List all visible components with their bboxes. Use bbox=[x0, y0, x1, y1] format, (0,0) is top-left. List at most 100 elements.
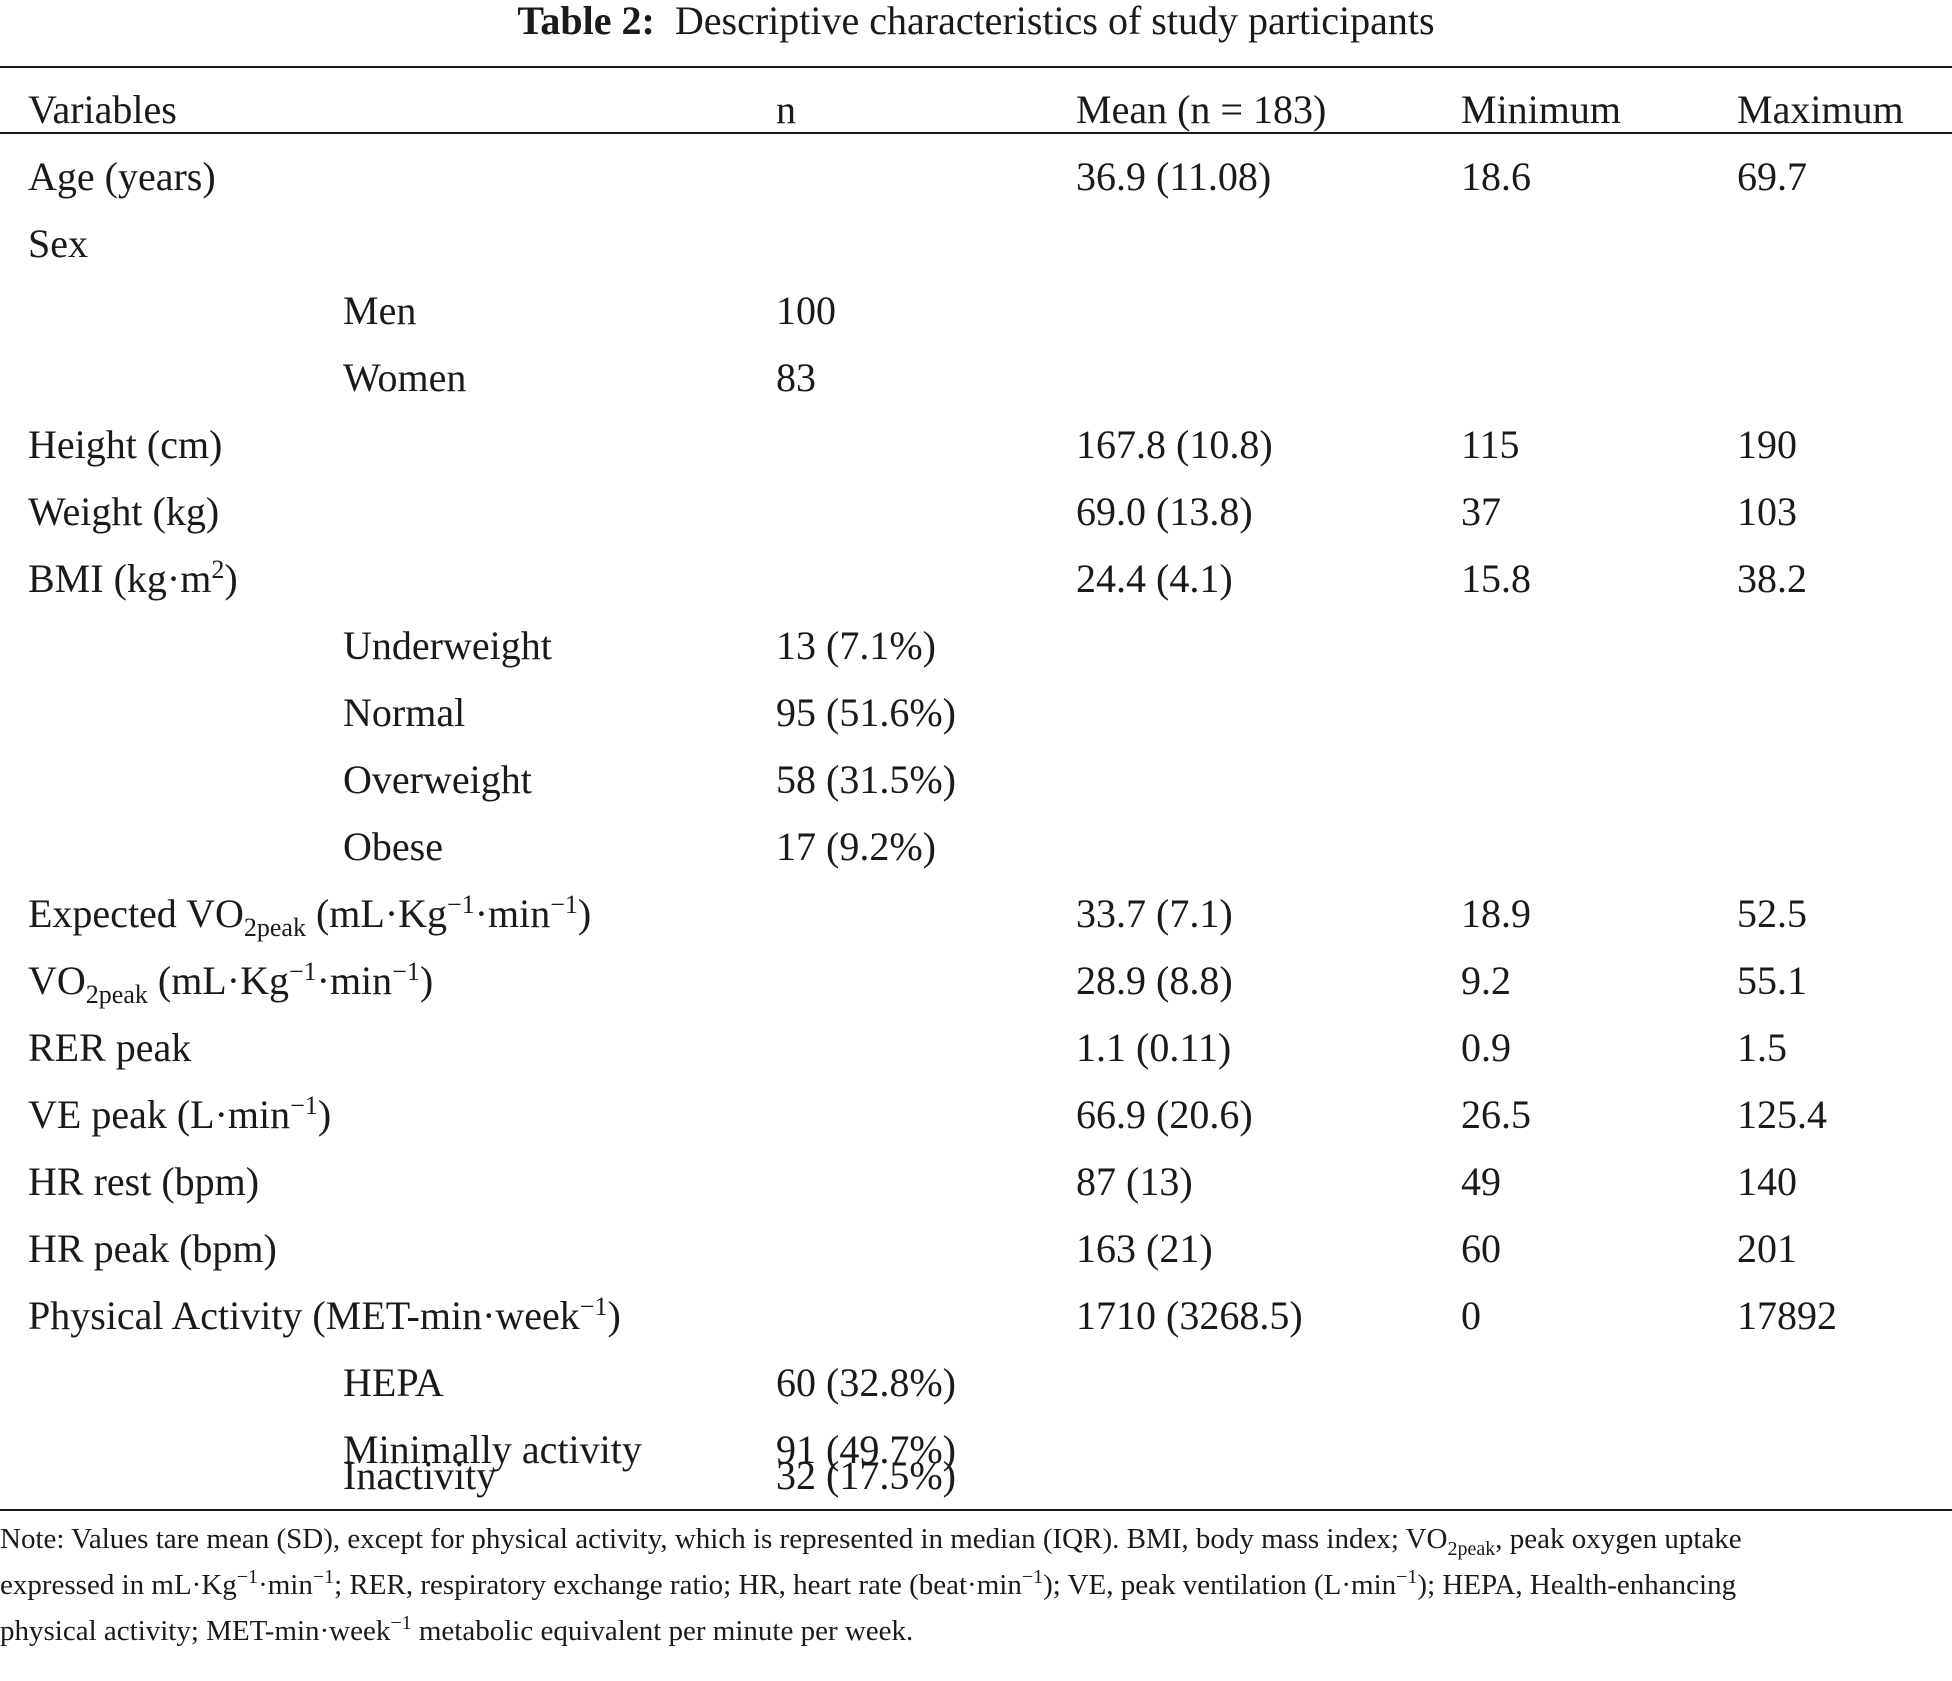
n-value: 83 bbox=[776, 355, 816, 400]
max-value: 38.2 bbox=[1737, 556, 1807, 601]
n-value: 13 (7.1%) bbox=[776, 623, 936, 668]
header-row: Variables n Mean (n = 183) Minimum Maxim… bbox=[0, 76, 1952, 143]
table-row: RER peak 1.1 (0.11) 0.9 1.5 bbox=[0, 1014, 1952, 1081]
n-value: 95 (51.6%) bbox=[776, 690, 956, 735]
vo2-sub: 2peak bbox=[85, 980, 148, 1009]
n-value: 91 (49.7%) bbox=[776, 1427, 956, 1472]
row-label: VO2peak (mL·Kg−1·min−1) bbox=[28, 947, 433, 1014]
ve-label-text: VE peak (L·min bbox=[28, 1092, 291, 1137]
table-row: Age (years) 36.9 (11.08) 18.6 69.7 bbox=[0, 143, 1952, 210]
mean-value: 1710 (3268.5) bbox=[1076, 1293, 1303, 1338]
col-header-mean: Mean (n = 183) bbox=[1076, 87, 1327, 132]
table-row: VO2peak (mL·Kg−1·min−1) 28.9 (8.8) 9.2 5… bbox=[0, 947, 1952, 1014]
ve-label-sup: −1 bbox=[290, 1091, 318, 1120]
max-value: 69.7 bbox=[1737, 154, 1807, 199]
mean-value: 28.9 (8.8) bbox=[1076, 958, 1233, 1003]
expected-vo2-text: Expected VO bbox=[28, 891, 244, 936]
pa-label-text: Physical Activity (MET-min·week bbox=[28, 1293, 580, 1338]
vo2-sup2: −1 bbox=[392, 957, 420, 986]
table-row: Weight (kg) 69.0 (13.8) 37 103 bbox=[0, 478, 1952, 545]
table-row: Physical Activity (MET-min·week−1) 1710 … bbox=[0, 1282, 1952, 1349]
table-row: HEPA 60 (32.8%) bbox=[0, 1349, 1952, 1416]
header-rule bbox=[0, 132, 1952, 134]
max-value: 1.5 bbox=[1737, 1025, 1787, 1070]
max-value: 55.1 bbox=[1737, 958, 1807, 1003]
caption-title: Descriptive characteristics of study par… bbox=[674, 0, 1435, 43]
expected-vo2-end: ) bbox=[577, 891, 592, 936]
row-sublabel: Normal bbox=[343, 690, 466, 735]
max-value: 52.5 bbox=[1737, 891, 1807, 936]
row-label: Sex bbox=[28, 221, 88, 266]
table-row: Women 83 bbox=[0, 344, 1952, 411]
max-value: 125.4 bbox=[1737, 1092, 1827, 1137]
note-sup: −1 bbox=[390, 1612, 412, 1634]
table-row: Height (cm) 167.8 (10.8) 115 190 bbox=[0, 411, 1952, 478]
pa-label-sup: −1 bbox=[579, 1292, 608, 1321]
vo2-unit: (mL·Kg bbox=[147, 958, 289, 1003]
table-row: Minimally activity 91 (49.7%) bbox=[0, 1416, 1952, 1483]
table-note: Note: Values tare mean (SD), except for … bbox=[0, 1516, 1952, 1654]
note-text: ; RER, respiratory exchange ratio; HR, h… bbox=[334, 1569, 1022, 1601]
expected-vo2-sub: 2peak bbox=[243, 913, 306, 942]
row-label: RER peak bbox=[28, 1025, 192, 1070]
row-sublabel: Overweight bbox=[343, 757, 532, 802]
table-row: Underweight 13 (7.1%) bbox=[0, 612, 1952, 679]
mean-value: 33.7 (7.1) bbox=[1076, 891, 1233, 936]
table-row: Men 100 bbox=[0, 277, 1952, 344]
col-header-variables: Variables bbox=[28, 87, 177, 132]
table-row: Normal 95 (51.6%) bbox=[0, 679, 1952, 746]
min-value: 18.6 bbox=[1461, 154, 1531, 199]
expected-vo2-sup2: −1 bbox=[550, 890, 578, 919]
table-row: HR peak (bpm) 163 (21) 60 201 bbox=[0, 1215, 1952, 1282]
note-text: physical activity; MET-min·week bbox=[0, 1615, 391, 1647]
min-value: 115 bbox=[1461, 422, 1520, 467]
col-header-maximum: Maximum bbox=[1737, 87, 1904, 132]
row-sublabel: Inactivity bbox=[343, 1453, 497, 1498]
row-label: VE peak (L·min−1) bbox=[28, 1081, 331, 1148]
min-value: 18.9 bbox=[1461, 891, 1531, 936]
row-label: Expected VO2peak (mL·Kg−1·min−1) bbox=[28, 880, 591, 947]
note-text: ·min bbox=[258, 1569, 313, 1601]
row-label: BMI (kg·m2) bbox=[28, 545, 238, 612]
vo2-mid: ·min bbox=[316, 958, 393, 1003]
top-rule bbox=[0, 66, 1952, 68]
note-sup: −1 bbox=[312, 1566, 335, 1588]
bmi-label-text: BMI (kg·m bbox=[28, 556, 212, 601]
table-row: Sex bbox=[0, 210, 1952, 277]
mean-value: 69.0 (13.8) bbox=[1076, 489, 1253, 534]
n-value: 32 (17.5%) bbox=[776, 1453, 956, 1498]
min-value: 0 bbox=[1461, 1293, 1481, 1338]
caption-label: Table 2: bbox=[517, 0, 655, 43]
row-label: Height (cm) bbox=[28, 422, 223, 467]
min-value: 26.5 bbox=[1461, 1092, 1531, 1137]
row-sublabel: Underweight bbox=[343, 623, 552, 668]
note-text: ); HEPA, Health-enhancing bbox=[1417, 1569, 1737, 1601]
mean-value: 36.9 (11.08) bbox=[1076, 154, 1272, 199]
max-value: 190 bbox=[1737, 422, 1797, 467]
mean-value: 1.1 (0.11) bbox=[1076, 1025, 1232, 1070]
vo2-end: ) bbox=[419, 958, 434, 1003]
note-text: ); VE, peak ventilation (L·min bbox=[1043, 1569, 1397, 1601]
table-row: Inactivity 32 (17.5%) bbox=[0, 1442, 1952, 1509]
expected-vo2-unit: (mL·Kg bbox=[305, 891, 448, 936]
note-sub: 2peak bbox=[1447, 1538, 1496, 1560]
expected-vo2-sup1: −1 bbox=[447, 890, 475, 919]
min-value: 15.8 bbox=[1461, 556, 1531, 601]
note-line-3: physical activity; MET-min·week−1 metabo… bbox=[0, 1608, 1952, 1654]
row-sublabel: HEPA bbox=[343, 1360, 444, 1405]
mean-value: 167.8 (10.8) bbox=[1076, 422, 1273, 467]
table-row: Expected VO2peak (mL·Kg−1·min−1) 33.7 (7… bbox=[0, 880, 1952, 947]
max-value: 140 bbox=[1737, 1159, 1797, 1204]
min-value: 49 bbox=[1461, 1159, 1501, 1204]
mean-value: 87 (13) bbox=[1076, 1159, 1193, 1204]
row-label: HR peak (bpm) bbox=[28, 1226, 277, 1271]
table-caption: Table 2: Descriptive characteristics of … bbox=[0, 0, 1952, 42]
min-value: 0.9 bbox=[1461, 1025, 1511, 1070]
row-sublabel: Obese bbox=[343, 824, 443, 869]
col-header-n: n bbox=[776, 87, 796, 132]
bmi-label-sup: 2 bbox=[211, 555, 225, 584]
max-value: 201 bbox=[1737, 1226, 1797, 1271]
n-value: 60 (32.8%) bbox=[776, 1360, 956, 1405]
ve-label-end: ) bbox=[317, 1092, 332, 1137]
